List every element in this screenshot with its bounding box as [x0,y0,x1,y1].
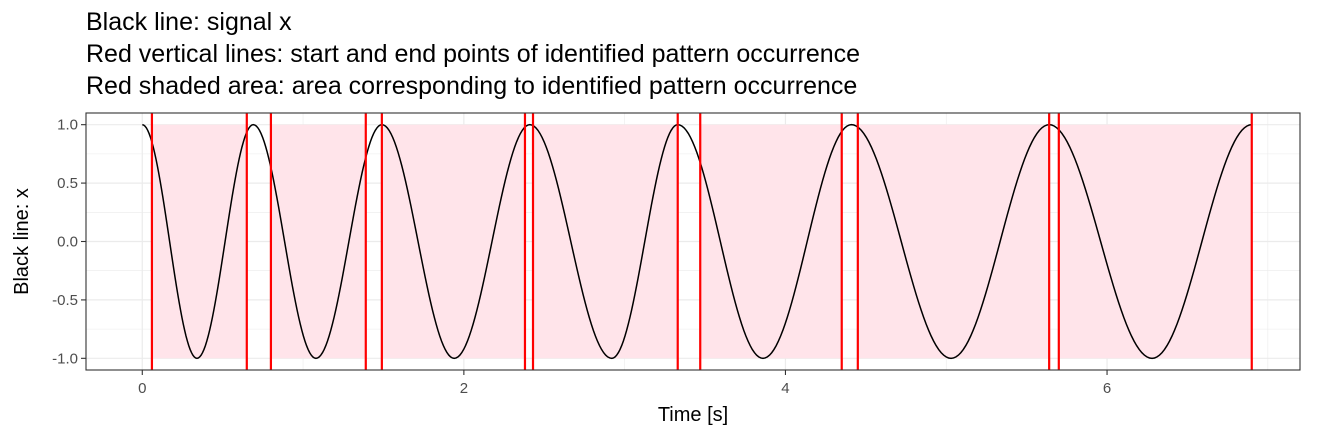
y-tick-label: 0.0 [57,234,78,251]
y-tick-label: -1.0 [52,350,78,367]
y-tick-label: -0.5 [52,292,78,309]
chart-title-line-2: Red vertical lines: start and end points… [86,40,861,68]
y-axis-title: Black line: x [11,188,33,295]
pattern-shaded-area [700,124,842,359]
x-tick-label: 4 [781,380,789,397]
x-tick-label: 6 [1103,380,1111,397]
pattern-shaded-area [381,124,525,359]
chart-title-line-3: Red shaded area: area corresponding to i… [86,72,858,100]
pattern-shaded-area [1058,124,1252,359]
x-tick-label: 0 [138,380,146,397]
y-tick-label: 0.5 [57,175,78,192]
x-axis-title: Time [s] [658,404,728,426]
signal-layer [142,123,1252,360]
chart-title: Black line: signal x Red vertical lines:… [86,6,860,102]
pattern-shaded-areas [151,124,1252,359]
pattern-shaded-area [151,124,247,359]
pattern-shaded-area [533,124,678,359]
pattern-shaded-area [270,124,366,359]
y-tick-label: 1.0 [57,117,78,134]
axes: 0 2 4 6 -1.0 -0.5 0.0 0.5 1.0 [52,117,1111,397]
chart-title-line-1: Black line: signal x [86,8,292,36]
pattern-shaded-area [857,124,1050,359]
pattern-boundary-lines [150,113,1253,370]
x-tick-label: 2 [460,380,468,397]
signal-x-line [142,123,1252,360]
